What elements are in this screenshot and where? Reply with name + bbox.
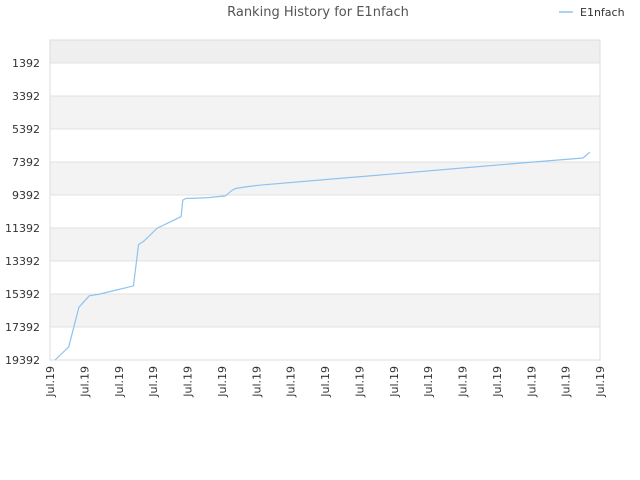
x-tick-label: Jul.19 <box>78 366 91 398</box>
x-tick-label: Jul.19 <box>250 366 263 398</box>
band-top <box>50 40 600 63</box>
x-tick-label: Jul.19 <box>44 366 57 398</box>
x-tick-label: Jul.19 <box>147 366 160 398</box>
x-tick-label: Jul.19 <box>491 366 504 398</box>
band-alt <box>50 161 600 195</box>
x-tick-label: Jul.19 <box>525 366 538 398</box>
x-tick-label: Jul.19 <box>560 366 573 398</box>
x-tick-label: Jul.19 <box>319 366 332 398</box>
x-axis: Jul.19 Jul.19 Jul.19 Jul.19 Jul.19 Jul.19 Jul.… <box>44 366 607 398</box>
x-tick-label: Jul.19 <box>388 366 401 398</box>
y-tick-label: 15392 <box>5 288 40 301</box>
y-tick-label: 19392 <box>5 354 40 367</box>
y-tick-label: 7392 <box>12 156 40 169</box>
y-tick-label: 9392 <box>12 189 40 202</box>
series-line-e1nfach <box>54 151 591 361</box>
x-tick-label: Jul.19 <box>594 366 607 398</box>
y-axis: 1392 3392 5392 7392 9392 11392 13392 15392 17392… <box>5 57 40 367</box>
y-tick-label: 17392 <box>5 321 40 334</box>
x-tick-label: Jul.19 <box>285 366 298 398</box>
band-alt <box>50 227 600 261</box>
y-tick-label: 3392 <box>12 90 40 103</box>
y-tick-label: 1392 <box>12 57 40 70</box>
background-bands <box>50 40 600 327</box>
x-tick-label: Jul.19 <box>113 366 126 398</box>
chart-title: Ranking History for E1nfach <box>227 5 409 20</box>
x-tick-label: Jul.19 <box>457 366 470 398</box>
band-alt <box>50 293 600 327</box>
y-tick-label: 13392 <box>5 255 40 268</box>
x-tick-label: Jul.19 <box>422 366 435 398</box>
x-tick-label: Jul.19 <box>182 366 195 398</box>
legend: E1nfach <box>559 6 625 19</box>
legend-label-e1nfach: E1nfach <box>580 6 625 19</box>
plot-frame <box>49 39 601 361</box>
band-alt <box>50 95 600 129</box>
y-tick-label: 5392 <box>12 123 40 136</box>
x-tick-label: Jul.19 <box>216 366 229 398</box>
x-tick-label: Jul.19 <box>353 366 366 398</box>
y-tick-label: 11392 <box>5 222 40 235</box>
